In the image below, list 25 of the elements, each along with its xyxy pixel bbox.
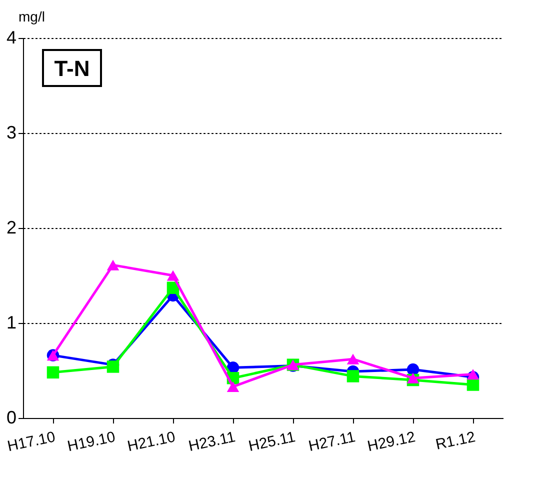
x-tick-label: H23.11 [187, 428, 237, 455]
y-axis-title: mg/l [18, 8, 45, 24]
x-tick-label: R1.12 [434, 428, 477, 454]
y-tick-label: 0 [6, 408, 16, 428]
x-tick-label: H19.10 [66, 428, 117, 456]
y-tick-label: 1 [6, 312, 16, 332]
y-tick-label: 4 [6, 28, 16, 48]
x-tick-label: H21.10 [126, 428, 177, 456]
point [346, 354, 360, 364]
point [346, 370, 360, 382]
y-tick-label: 3 [6, 122, 16, 142]
x-tick-label: H17.10 [6, 428, 57, 456]
point [46, 366, 60, 379]
y-tick-label: 2 [6, 218, 16, 238]
text: T-N [54, 56, 90, 81]
point [406, 372, 420, 384]
x-tick-label: H25.11 [247, 428, 297, 455]
x-tick-label: H29.12 [366, 428, 417, 456]
point [466, 378, 480, 391]
point [466, 368, 480, 380]
point [166, 282, 180, 294]
point [226, 381, 240, 392]
x-tick-label: H27.11 [307, 428, 357, 455]
point [166, 270, 180, 281]
point [106, 260, 120, 270]
